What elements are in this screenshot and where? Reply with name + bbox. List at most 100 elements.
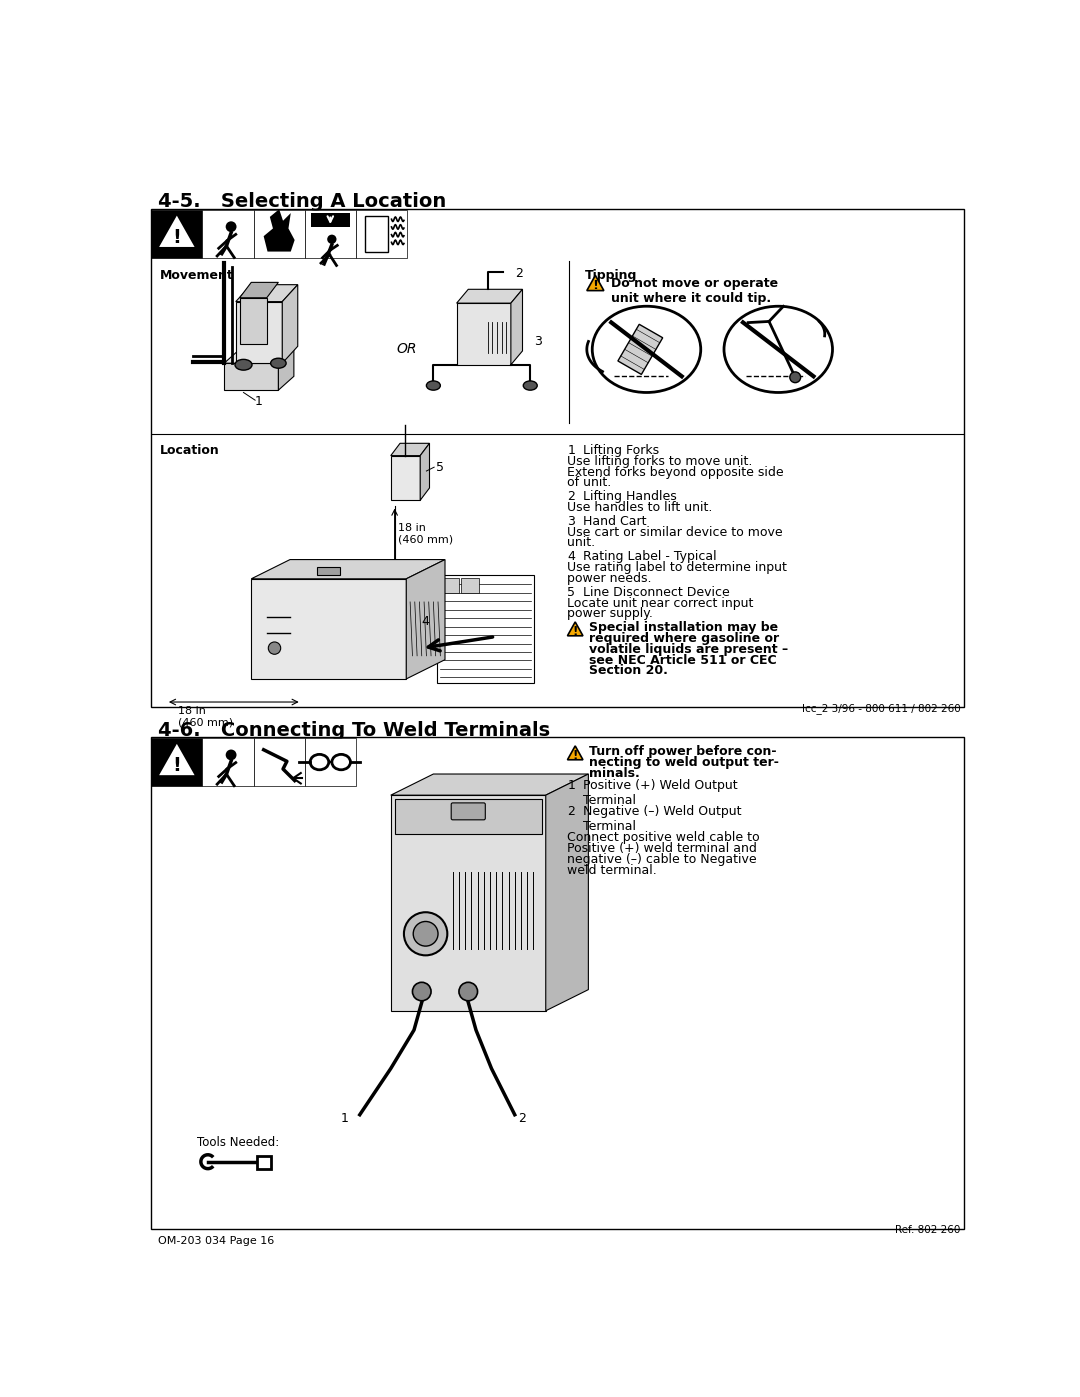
Text: Lifting Handles: Lifting Handles <box>583 490 677 503</box>
Text: Use lifting forks to move unit.: Use lifting forks to move unit. <box>567 455 753 468</box>
Ellipse shape <box>310 754 328 770</box>
Circle shape <box>789 372 800 383</box>
Text: OM-203 034 Page 16: OM-203 034 Page 16 <box>159 1236 274 1246</box>
Polygon shape <box>391 443 430 455</box>
Circle shape <box>226 221 237 232</box>
Text: Use rating label to determine input: Use rating label to determine input <box>567 562 787 574</box>
Text: 5: 5 <box>567 585 576 599</box>
Text: 5: 5 <box>435 461 444 474</box>
Bar <box>150 738 964 1229</box>
Bar <box>437 576 535 683</box>
Text: Lifting Forks: Lifting Forks <box>583 444 659 457</box>
Text: power needs.: power needs. <box>567 571 652 585</box>
Text: Movement: Movement <box>160 268 233 282</box>
Text: 4: 4 <box>567 550 576 563</box>
Polygon shape <box>545 774 589 1011</box>
Bar <box>305 738 356 787</box>
Text: 4-5.   Selecting A Location: 4-5. Selecting A Location <box>159 193 446 211</box>
Polygon shape <box>567 622 583 636</box>
Circle shape <box>268 643 281 654</box>
Polygon shape <box>282 285 298 363</box>
Text: minals.: minals. <box>590 767 640 780</box>
Text: negative (–) cable to Negative: negative (–) cable to Negative <box>567 854 757 866</box>
Text: Location: Location <box>160 444 219 457</box>
Text: Tipping: Tipping <box>584 268 637 282</box>
Polygon shape <box>235 285 298 302</box>
Text: Do not move or operate
unit where it could tip.: Do not move or operate unit where it cou… <box>611 277 778 305</box>
Bar <box>254 210 305 257</box>
Text: Tools Needed:: Tools Needed: <box>197 1136 280 1150</box>
Ellipse shape <box>271 358 286 369</box>
Polygon shape <box>252 578 406 679</box>
Circle shape <box>413 982 431 1000</box>
Circle shape <box>459 982 477 1000</box>
Text: Hand Cart: Hand Cart <box>583 515 647 528</box>
Text: Positive (+) weld terminal and: Positive (+) weld terminal and <box>567 842 757 855</box>
Bar <box>311 214 350 226</box>
Polygon shape <box>162 746 192 774</box>
Text: 4-6.   Connecting To Weld Terminals: 4-6. Connecting To Weld Terminals <box>159 721 551 739</box>
Polygon shape <box>391 774 589 795</box>
Polygon shape <box>420 443 430 500</box>
Polygon shape <box>225 349 294 363</box>
Text: Use cart or similar device to move: Use cart or similar device to move <box>567 525 783 539</box>
Bar <box>150 210 964 707</box>
Text: 1: 1 <box>340 1112 348 1125</box>
Bar <box>394 799 542 834</box>
Text: !: ! <box>592 279 598 292</box>
Text: 1: 1 <box>567 780 576 792</box>
Text: Negative (–) Weld Output
Terminal: Negative (–) Weld Output Terminal <box>583 805 742 833</box>
Polygon shape <box>457 303 511 365</box>
Text: Positive (+) Weld Output
Terminal: Positive (+) Weld Output Terminal <box>583 780 738 807</box>
FancyBboxPatch shape <box>451 803 485 820</box>
Text: Use handles to lift unit.: Use handles to lift unit. <box>567 502 713 514</box>
Text: OR: OR <box>396 342 417 356</box>
Text: lcc_2 3/96 - 800 611 / 802 260: lcc_2 3/96 - 800 611 / 802 260 <box>801 703 960 714</box>
Text: power supply.: power supply. <box>567 608 653 620</box>
Text: 2: 2 <box>518 1112 526 1125</box>
Ellipse shape <box>592 306 701 393</box>
Ellipse shape <box>427 381 441 390</box>
Circle shape <box>414 922 438 946</box>
Text: !: ! <box>173 228 181 247</box>
Polygon shape <box>264 210 295 251</box>
Text: see NEC Article 511 or CEC: see NEC Article 511 or CEC <box>590 654 777 666</box>
Text: 3: 3 <box>567 515 576 528</box>
Polygon shape <box>391 795 545 1011</box>
Text: 4: 4 <box>421 615 430 627</box>
Text: Connect positive weld cable to: Connect positive weld cable to <box>567 831 760 844</box>
Circle shape <box>327 235 337 244</box>
Text: !: ! <box>173 756 181 775</box>
Text: Extend forks beyond opposite side: Extend forks beyond opposite side <box>567 465 784 479</box>
Text: of unit.: of unit. <box>567 476 611 489</box>
Text: Turn off power before con-: Turn off power before con- <box>590 745 777 759</box>
Polygon shape <box>240 282 279 298</box>
Text: !: ! <box>572 749 578 761</box>
Polygon shape <box>162 218 192 246</box>
Text: Locate unit near correct input: Locate unit near correct input <box>567 597 754 609</box>
Polygon shape <box>457 289 523 303</box>
Circle shape <box>226 750 237 760</box>
Bar <box>460 578 480 594</box>
Polygon shape <box>511 289 523 365</box>
Text: unit.: unit. <box>567 536 595 549</box>
Bar <box>257 1155 271 1169</box>
Polygon shape <box>391 455 420 500</box>
Bar <box>305 210 356 257</box>
Ellipse shape <box>524 381 537 390</box>
Text: Ref. 802 260: Ref. 802 260 <box>895 1225 960 1235</box>
Polygon shape <box>618 324 663 374</box>
Bar <box>356 210 407 257</box>
Polygon shape <box>225 363 279 390</box>
Polygon shape <box>406 560 445 679</box>
Text: 2: 2 <box>515 267 523 281</box>
Ellipse shape <box>235 359 252 370</box>
Text: Section 20.: Section 20. <box>590 665 669 678</box>
Text: Rating Label - Typical: Rating Label - Typical <box>583 550 716 563</box>
Bar <box>202 738 254 787</box>
Bar <box>254 738 305 787</box>
Text: 18 in
(460 mm): 18 in (460 mm) <box>399 524 454 545</box>
Polygon shape <box>586 275 604 291</box>
Bar <box>365 217 389 251</box>
Text: required where gasoline or: required where gasoline or <box>590 631 780 645</box>
